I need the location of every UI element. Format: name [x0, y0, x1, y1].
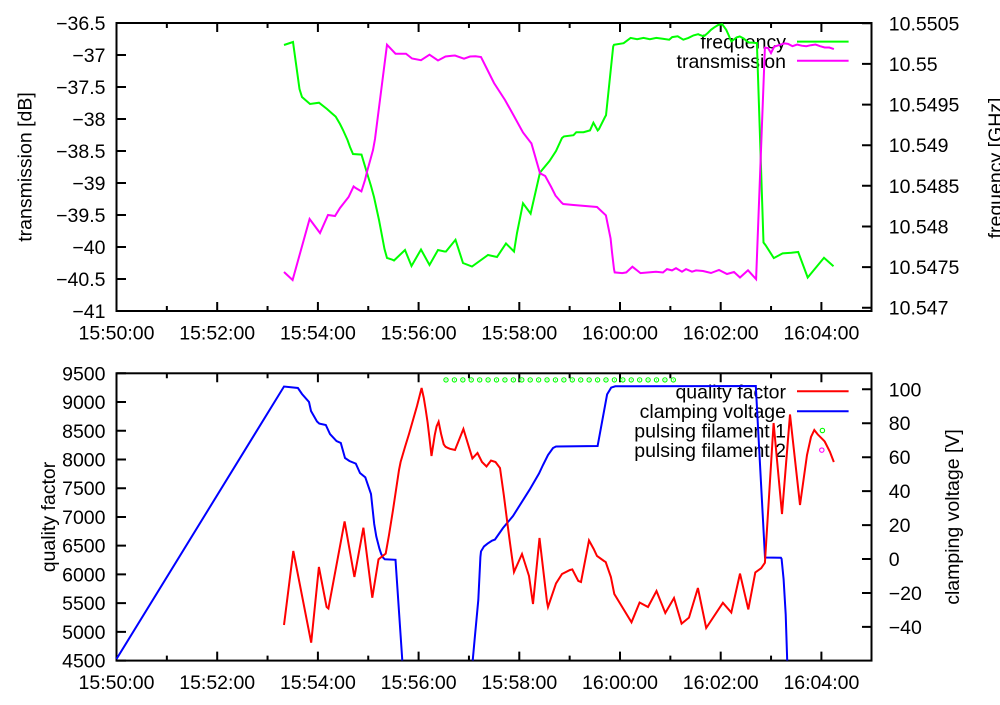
- svg-text:15:56:00: 15:56:00: [381, 322, 457, 344]
- svg-text:10.548: 10.548: [889, 217, 949, 239]
- svg-text:100: 100: [889, 379, 922, 401]
- svg-text:10.5495: 10.5495: [889, 95, 960, 117]
- svg-text:clamping voltage [V]: clamping voltage [V]: [942, 429, 964, 605]
- svg-text:16:04:00: 16:04:00: [783, 322, 859, 344]
- svg-text:15:50:00: 15:50:00: [79, 672, 155, 694]
- svg-text:−40.5: −40.5: [56, 269, 105, 291]
- svg-text:10.55: 10.55: [889, 54, 938, 76]
- svg-text:quality factor: quality factor: [38, 461, 60, 572]
- svg-text:10.5485: 10.5485: [889, 176, 960, 198]
- svg-text:15:58:00: 15:58:00: [481, 672, 557, 694]
- svg-text:10.5475: 10.5475: [889, 257, 960, 279]
- svg-text:transmission: transmission: [677, 51, 786, 73]
- svg-text:15:52:00: 15:52:00: [179, 322, 255, 344]
- svg-text:16:00:00: 16:00:00: [582, 322, 658, 344]
- svg-text:10.549: 10.549: [889, 135, 949, 157]
- svg-text:10.547: 10.547: [889, 298, 949, 320]
- svg-text:−37.5: −37.5: [56, 77, 105, 99]
- svg-text:pulsing filament 2: pulsing filament 2: [634, 440, 786, 462]
- svg-text:−40: −40: [72, 237, 105, 259]
- svg-text:7000: 7000: [62, 507, 106, 529]
- svg-text:15:56:00: 15:56:00: [381, 672, 457, 694]
- svg-text:−36.5: −36.5: [56, 13, 105, 35]
- svg-text:15:58:00: 15:58:00: [481, 322, 557, 344]
- svg-text:−40: −40: [889, 617, 922, 639]
- svg-text:6500: 6500: [62, 536, 106, 558]
- svg-text:40: 40: [889, 481, 911, 503]
- svg-text:7500: 7500: [62, 478, 106, 500]
- svg-text:5500: 5500: [62, 593, 106, 615]
- svg-text:10.5505: 10.5505: [889, 13, 960, 35]
- svg-text:16:02:00: 16:02:00: [683, 322, 759, 344]
- svg-text:−41: −41: [72, 301, 105, 323]
- svg-text:−39.5: −39.5: [56, 205, 105, 227]
- svg-text:15:50:00: 15:50:00: [79, 322, 155, 344]
- svg-text:pulsing filament 1: pulsing filament 1: [634, 421, 786, 443]
- svg-text:−20: −20: [889, 583, 922, 605]
- svg-text:−39: −39: [72, 173, 105, 195]
- svg-text:5000: 5000: [62, 622, 106, 644]
- svg-text:transmission [dB]: transmission [dB]: [15, 92, 37, 242]
- svg-text:16:04:00: 16:04:00: [783, 672, 859, 694]
- svg-text:4500: 4500: [62, 651, 106, 673]
- svg-text:8000: 8000: [62, 449, 106, 471]
- svg-text:9000: 9000: [62, 392, 106, 414]
- svg-text:quality factor: quality factor: [675, 381, 786, 403]
- svg-text:−38: −38: [72, 109, 105, 131]
- svg-text:0: 0: [889, 549, 900, 571]
- svg-text:−38.5: −38.5: [56, 141, 105, 163]
- svg-text:clamping voltage: clamping voltage: [640, 401, 786, 423]
- svg-text:−37: −37: [72, 45, 105, 67]
- svg-text:6000: 6000: [62, 564, 106, 586]
- svg-text:20: 20: [889, 515, 911, 537]
- svg-text:80: 80: [889, 413, 911, 435]
- svg-text:9500: 9500: [62, 363, 106, 385]
- svg-text:16:02:00: 16:02:00: [683, 672, 759, 694]
- svg-text:15:54:00: 15:54:00: [280, 672, 356, 694]
- svg-text:15:52:00: 15:52:00: [179, 672, 255, 694]
- svg-text:15:54:00: 15:54:00: [280, 322, 356, 344]
- svg-text:frequency [GHz]: frequency [GHz]: [985, 98, 1000, 239]
- svg-text:60: 60: [889, 447, 911, 469]
- svg-text:16:00:00: 16:00:00: [582, 672, 658, 694]
- svg-text:8500: 8500: [62, 421, 106, 443]
